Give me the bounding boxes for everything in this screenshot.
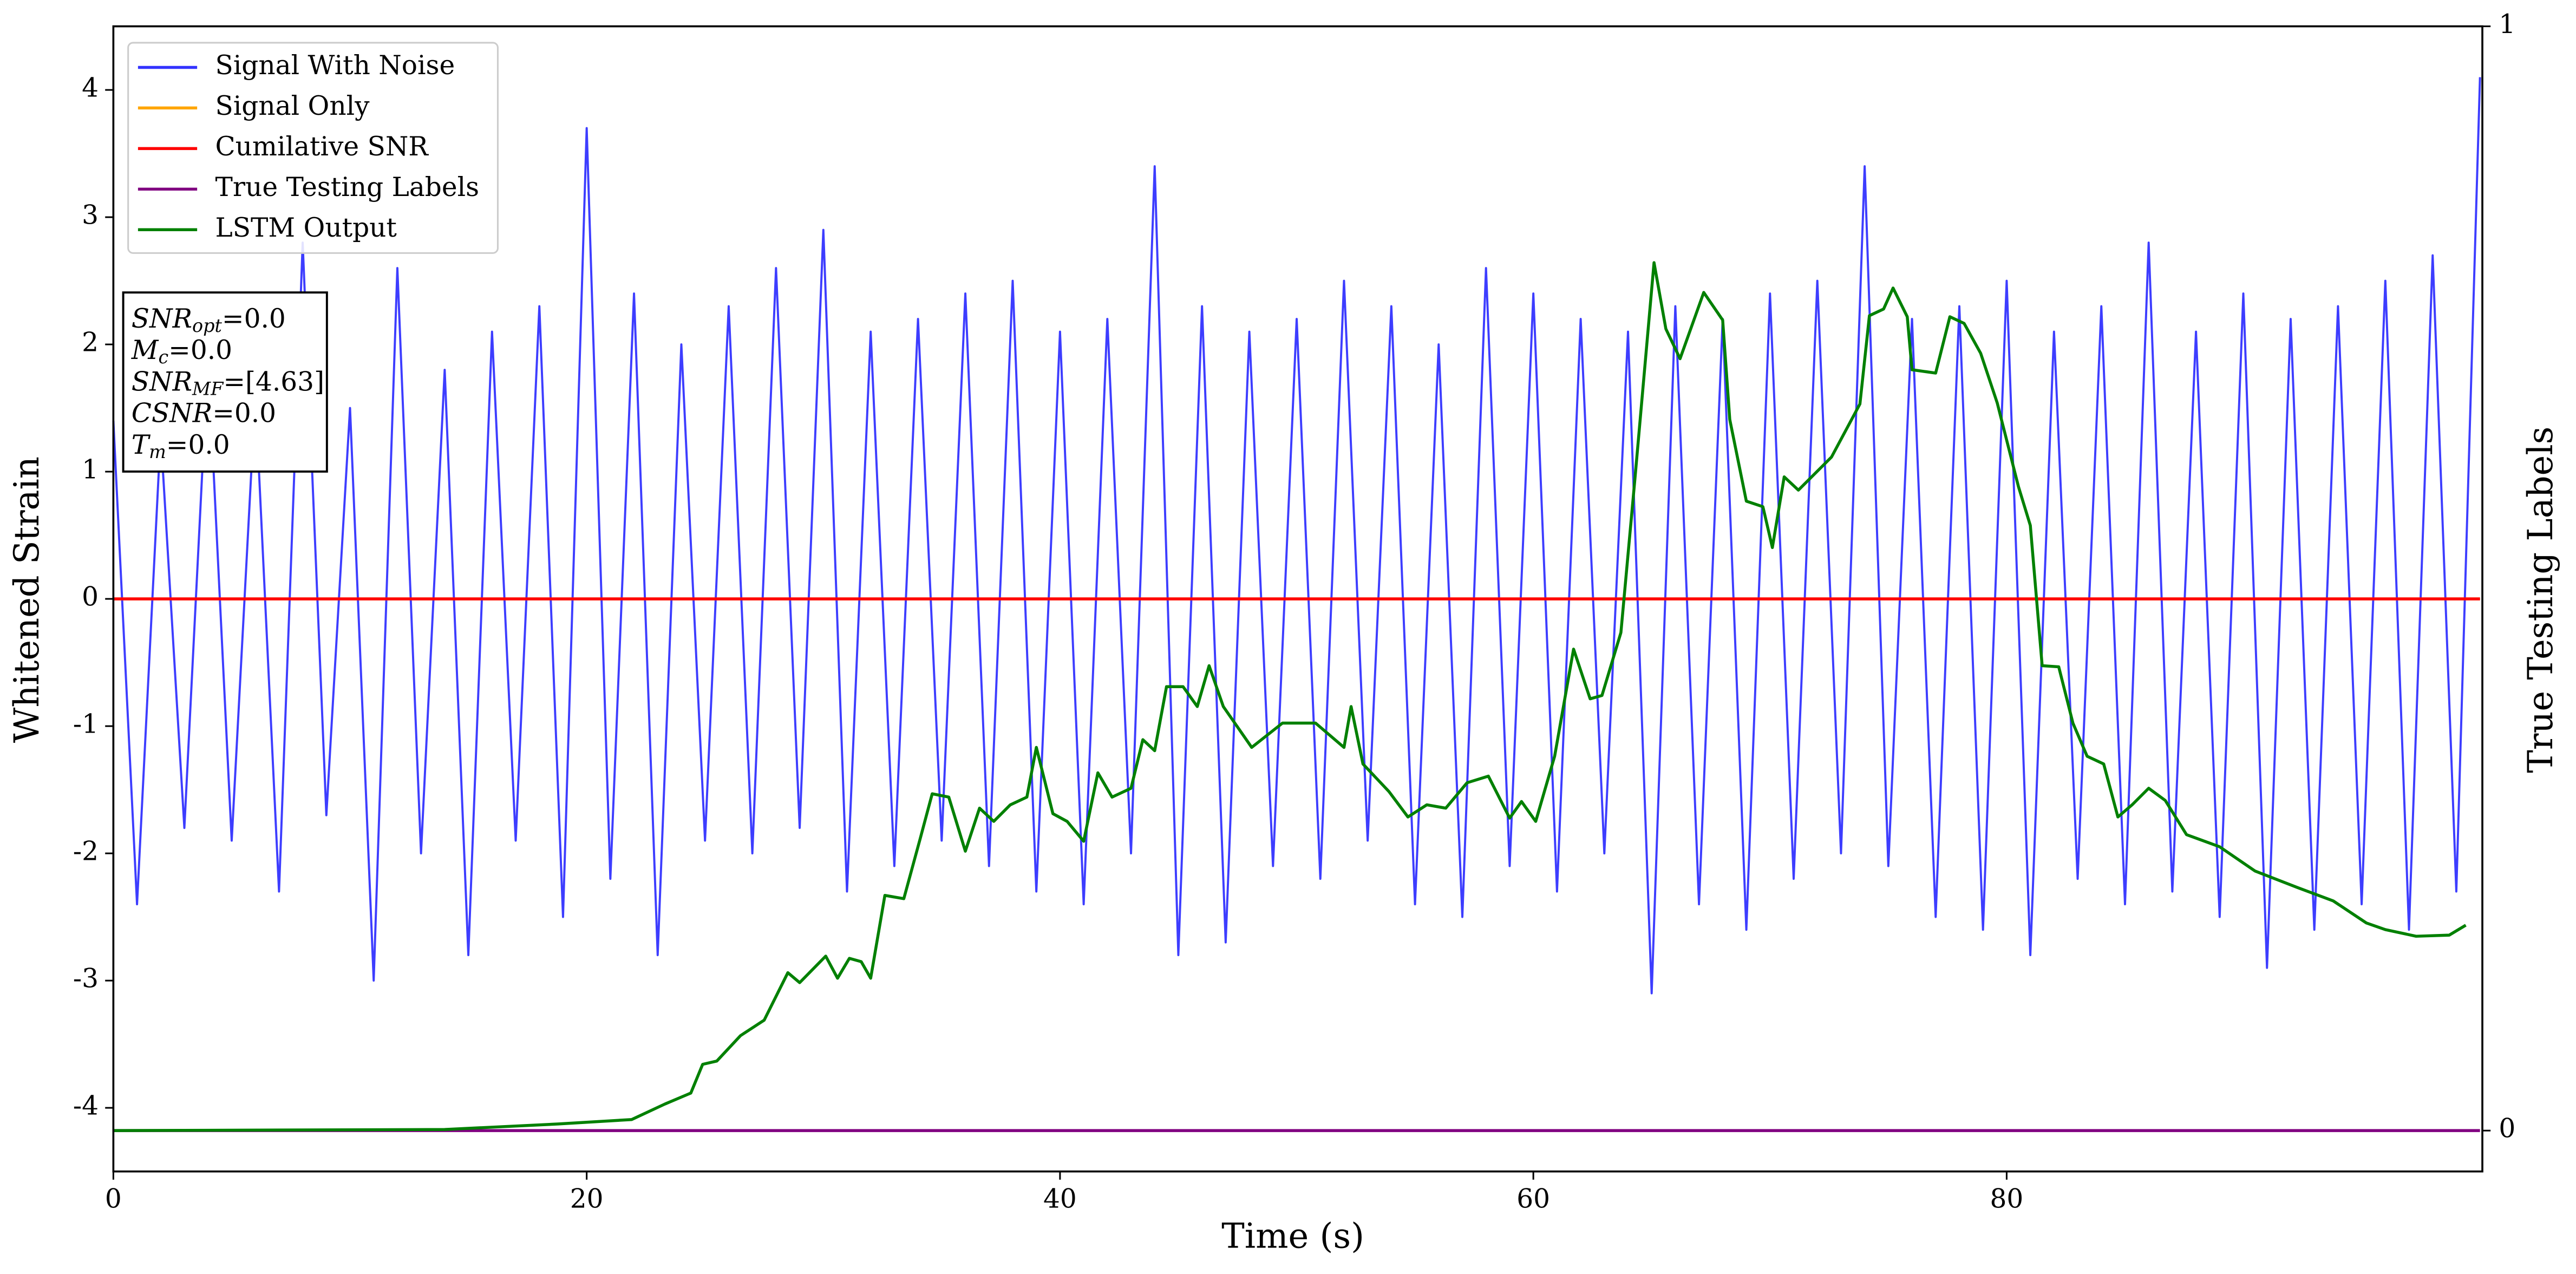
- annotation: SNRopt=0.0Mc=0.0SNRMF=[4.63]CSNR=0.0Tm=0…: [122, 291, 328, 473]
- x-tick-label: 80: [1990, 1184, 2024, 1214]
- legend-box: [127, 42, 499, 254]
- y-tick-label: -2: [73, 837, 99, 867]
- symbol: CSNR: [132, 398, 212, 428]
- annotation-line: SNRMF=[4.63]: [132, 367, 324, 400]
- y-tick-label: 3: [82, 200, 99, 231]
- legend-label: True Testing Labels: [215, 172, 480, 202]
- y-tick-label: -4: [73, 1091, 99, 1121]
- subscript: MF: [192, 378, 224, 399]
- subscript: opt: [192, 315, 222, 336]
- legend-label: LSTM Output: [215, 213, 397, 243]
- x-tick-label: 60: [1516, 1184, 1550, 1214]
- y-tick-label: 4: [82, 73, 99, 103]
- value: =0.0: [212, 398, 276, 428]
- series-line: [112, 77, 2481, 995]
- annotation-line: Tm=0.0: [132, 429, 230, 462]
- annotation-box: [122, 291, 328, 473]
- value: =[4.63]: [223, 367, 324, 397]
- legend-label: Signal Only: [215, 91, 370, 121]
- value: =0.0: [168, 335, 232, 365]
- subscript: m: [149, 441, 166, 462]
- plot-area: [112, 77, 2481, 1132]
- y-tick-label: -1: [73, 709, 99, 740]
- y2-axis-label: True Testing Labels: [2521, 427, 2561, 773]
- y-axis-label: Whitened Strain: [7, 456, 47, 743]
- symbol: T: [132, 429, 151, 460]
- y2-tick-label: 1: [2499, 9, 2515, 40]
- legend: Signal With Noise Signal Only Cumilative S…: [127, 42, 499, 254]
- symbol: SNR: [132, 303, 192, 334]
- x-axis-label: Time (s): [1221, 1217, 1364, 1257]
- value: =0.0: [222, 303, 286, 334]
- series-line: [113, 261, 2467, 1132]
- legend-label: Cumilative SNR: [215, 132, 429, 162]
- y-tick-label: 2: [82, 328, 99, 358]
- y-tick-label: 0: [82, 582, 99, 612]
- subscript: c: [158, 347, 168, 368]
- symbol: SNR: [132, 367, 192, 397]
- annotation-line: SNRopt=0.0: [132, 303, 286, 336]
- annotation-line: CSNR=0.0: [132, 398, 276, 428]
- x-tick-label: 0: [105, 1184, 122, 1214]
- y2-tick-label: 0: [2499, 1114, 2515, 1144]
- y-tick-label: 1: [82, 455, 99, 485]
- annotation-line: Mc=0.0: [131, 335, 232, 368]
- value: =0.0: [166, 429, 230, 460]
- x-tick-label: 40: [1043, 1184, 1077, 1214]
- y-tick-label: -3: [73, 964, 99, 994]
- symbol: M: [131, 335, 159, 365]
- x-tick-label: 20: [570, 1184, 604, 1214]
- legend-label: Signal With Noise: [215, 50, 455, 81]
